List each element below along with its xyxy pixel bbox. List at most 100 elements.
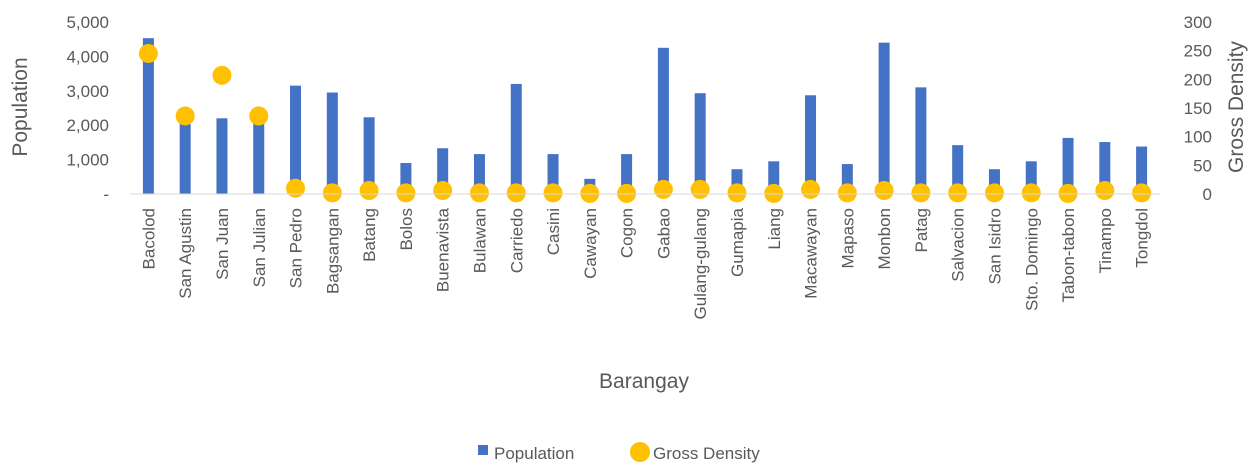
- population-bar: [1136, 146, 1148, 194]
- population-bar: [915, 87, 927, 194]
- gross-density-point: [653, 179, 673, 199]
- category-label: Gumapia: [728, 207, 747, 277]
- y-tick-label: 4,000: [66, 47, 109, 66]
- y2-tick-label: 150: [1184, 99, 1212, 118]
- population-bar: [731, 169, 743, 194]
- y-axis-ticks: - 1,000 2,000 3,000 4,000 5,000: [66, 13, 109, 204]
- gross-density-point: [801, 179, 821, 199]
- category-label: Tongdol: [1133, 208, 1152, 268]
- gross-density-points: [138, 44, 1152, 203]
- population-bar: [142, 38, 154, 194]
- population-bar: [1099, 142, 1111, 194]
- y2-tick-label: 250: [1184, 42, 1212, 61]
- category-label: Monbon: [875, 208, 894, 269]
- category-label: San Pedro: [287, 208, 306, 288]
- gross-density-point: [543, 183, 563, 203]
- y2-tick-label: 300: [1184, 13, 1212, 32]
- population-bar: [768, 161, 780, 194]
- gross-density-point: [212, 65, 232, 85]
- gross-density-point: [948, 183, 968, 203]
- category-label: Bagsangan: [323, 208, 342, 294]
- population-bars: [142, 38, 1148, 194]
- category-label: Macawayan: [802, 208, 821, 299]
- category-label: San Juan: [213, 208, 232, 280]
- category-label: Batang: [360, 208, 379, 262]
- y-tick-label: 2,000: [66, 116, 109, 135]
- gross-density-point: [690, 179, 710, 199]
- category-label: San Isidro: [985, 208, 1004, 285]
- category-label: Salvacion: [949, 208, 968, 282]
- legend-gross-density-swatch: [630, 442, 650, 462]
- population-bar: [621, 154, 633, 194]
- gross-density-point: [837, 183, 857, 203]
- gross-density-point: [984, 183, 1004, 203]
- gross-density-point: [1132, 183, 1152, 203]
- population-bar: [547, 154, 559, 194]
- population-bar: [1025, 161, 1037, 194]
- gross-density-point: [396, 183, 416, 203]
- gross-density-point: [359, 181, 379, 201]
- category-label: Tinampo: [1096, 208, 1115, 274]
- gross-density-point: [322, 183, 342, 203]
- category-label: Cawayan: [581, 208, 600, 279]
- y-axis-title: Population: [9, 57, 32, 156]
- gross-density-point: [1095, 181, 1115, 201]
- y2-tick-label: 50: [1193, 156, 1212, 175]
- category-label: Gabao: [654, 208, 673, 259]
- y2-tick-label: 200: [1184, 70, 1212, 89]
- x-axis-categories: Bacolod San Agustin San Juan San Julian San …: [139, 207, 1151, 319]
- population-bar: [473, 154, 485, 194]
- gross-density-point: [911, 183, 931, 203]
- population-bar: [437, 148, 449, 194]
- population-bar: [326, 92, 338, 194]
- category-label: Bacolod: [139, 208, 158, 269]
- gross-density-point: [175, 106, 195, 126]
- y2-axis-title: Gross Density: [1225, 41, 1248, 173]
- gross-density-point: [874, 181, 894, 201]
- category-label: Bolos: [397, 208, 416, 251]
- legend-population-label: Population: [494, 444, 574, 463]
- gross-density-point: [1058, 183, 1078, 203]
- population-bar: [400, 163, 412, 194]
- gross-density-point: [469, 183, 489, 203]
- gross-density-point: [433, 181, 453, 201]
- gross-density-point: [249, 106, 269, 126]
- gross-density-point: [764, 183, 784, 203]
- population-bar: [952, 145, 964, 194]
- legend: Population Gross Density: [478, 442, 760, 463]
- y-tick-label: 1,000: [66, 151, 109, 170]
- y-tick-label: 5,000: [66, 13, 109, 32]
- gross-density-point: [1021, 183, 1041, 203]
- population-bar: [657, 47, 669, 194]
- legend-population-swatch: [478, 445, 488, 455]
- category-label: Liang: [765, 208, 784, 250]
- gross-density-point: [138, 44, 158, 64]
- population-bar: [841, 164, 853, 194]
- category-label: Carriedo: [507, 208, 526, 273]
- population-bar: [290, 85, 302, 194]
- category-label: San Julian: [250, 208, 269, 287]
- y2-tick-label: 100: [1184, 128, 1212, 147]
- population-bar: [216, 118, 228, 194]
- y-tick-label: -: [103, 185, 109, 204]
- legend-gross-density-label: Gross Density: [653, 444, 760, 463]
- y2-tick-label: 0: [1203, 185, 1212, 204]
- category-label: Cogon: [618, 208, 637, 258]
- gross-density-point: [617, 183, 637, 203]
- category-label: Bulawan: [470, 208, 489, 273]
- category-label: San Agustin: [176, 208, 195, 299]
- category-label: Buenavista: [434, 207, 453, 292]
- gross-density-point: [506, 183, 526, 203]
- population-bar: [179, 113, 191, 194]
- population-bar: [363, 117, 375, 194]
- population-bar: [694, 93, 706, 194]
- category-label: Patag: [912, 208, 931, 252]
- category-label: Sto. Domingo: [1022, 208, 1041, 311]
- category-label: Tabon-tabon: [1059, 208, 1078, 303]
- category-label: Mapaso: [838, 208, 857, 268]
- y2-axis-ticks: 0 50 100 150 200 250 300: [1184, 13, 1212, 204]
- category-label: Casini: [544, 208, 563, 255]
- population-bar: [510, 83, 522, 194]
- population-bar: [878, 42, 890, 194]
